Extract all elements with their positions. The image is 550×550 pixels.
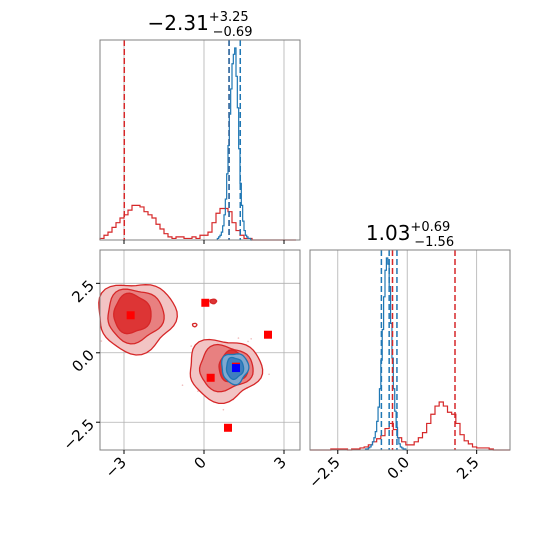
histogram-p2-gridlines [337, 250, 478, 450]
joint-marker-red-0 [126, 311, 135, 320]
joint-red-contour-island-1 [191, 322, 198, 328]
histogram-p1-red-histogram [99, 204, 296, 241]
histogram-panel-p1: −2.31+3.25 −0.69 [99, 10, 301, 244]
joint-y-tick-label-2: 2.5 [68, 277, 98, 307]
joint-contours [98, 284, 264, 405]
histogram-p2-x-tick-label-1: 0.0 [384, 453, 414, 483]
histogram-p2-series [310, 257, 510, 451]
joint-markers [126, 298, 272, 432]
histogram-p1-tick-marks [123, 240, 285, 244]
joint-marker-red-5 [224, 423, 232, 432]
histogram-p2-x-tick-label-0: −2.5 [305, 453, 343, 491]
joint-marker-blue-6 [232, 364, 240, 373]
histogram-panel-p2: −2.5 0.0 2.5 1.03+0.69 −1.56 [305, 220, 511, 492]
joint-sample-point-137 [222, 408, 225, 411]
histogram-p2-blue-histogram [364, 257, 408, 451]
histogram-p1-frame [99, 39, 301, 241]
joint-sample-point-109 [268, 373, 270, 376]
joint-marker-red-3 [206, 373, 215, 382]
joint-sample-point-141 [237, 337, 240, 339]
histogram-p2-title-value: 1.03 [366, 221, 411, 245]
histogram-p1-blue-histogram [216, 47, 252, 241]
joint-sample-point-45 [100, 340, 103, 342]
joint-frame [99, 249, 301, 451]
joint-x-tick-labels: −3 0 3 [102, 453, 290, 481]
joint-y-tick-label-0: −2.5 [60, 416, 98, 454]
histogram-p2-x-tick-label-2: 2.5 [453, 453, 483, 483]
joint-marker-red-1 [201, 298, 210, 307]
joint-sample-point-132 [190, 345, 193, 347]
histogram-p1-series [99, 47, 296, 241]
histogram-p1-quantile-lines [123, 40, 242, 240]
joint-y-tick-label-1: 0.0 [68, 346, 98, 376]
joint-sample-point-133 [247, 340, 249, 343]
histogram-p1-title-upper-error: +3.25 [209, 10, 249, 25]
joint-marker-red-2 [264, 330, 272, 339]
histogram-p1-title: −2.31+3.25 −0.69 [148, 10, 253, 40]
histogram-p2-frame [309, 249, 511, 451]
joint-sample-point-125 [181, 384, 184, 387]
joint-sample-point-101 [250, 337, 252, 340]
histogram-p1-title-value: −2.31 [148, 11, 209, 35]
joint-sample-point-104 [197, 390, 199, 392]
joint-red-contour-island-0 [209, 298, 218, 305]
joint-panel-p1-p2: −3 0 3 −2.5 0.0 2.5 [60, 249, 301, 482]
histogram-p2-title-upper-error: +0.69 [410, 220, 450, 235]
histogram-p2-quantile-lines [380, 250, 456, 450]
histogram-p2-title: 1.03+0.69 −1.56 [366, 220, 454, 250]
joint-x-tick-label-1: 0 [191, 453, 210, 472]
histogram-p2-red-histogram [310, 401, 510, 451]
histogram-p1-gridlines [123, 40, 285, 240]
histogram-p2-tick-marks [337, 450, 478, 454]
joint-x-tick-label-2: 3 [271, 453, 290, 472]
joint-y-tick-labels: −2.5 0.0 2.5 [60, 277, 98, 454]
histogram-p2-title-lower-error: −1.56 [414, 235, 454, 250]
histogram-p2-x-tick-labels: −2.5 0.0 2.5 [305, 453, 482, 491]
histogram-p1-title-lower-error: −0.69 [213, 25, 253, 40]
joint-x-tick-label-0: −3 [102, 453, 130, 481]
joint-tick-marks [96, 282, 285, 454]
joint-gridlines [100, 250, 300, 450]
